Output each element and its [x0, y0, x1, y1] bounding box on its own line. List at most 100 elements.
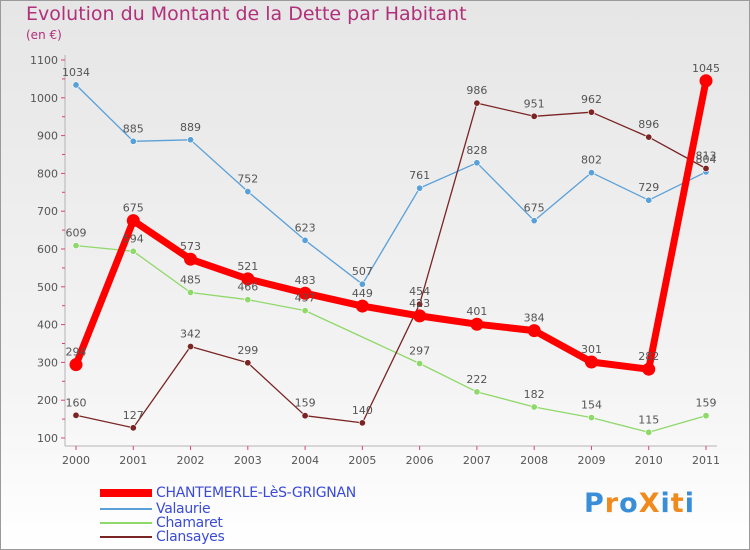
data-label-chamaret: 115: [638, 413, 659, 426]
data-point-chantemerle-l-s-grignan: [413, 309, 427, 323]
data-point-valaurie: [645, 196, 653, 204]
data-point-valaurie: [416, 184, 424, 192]
data-label-clansayes: 160: [66, 396, 87, 409]
legend-swatch-chamaret: [100, 522, 152, 524]
data-label-valaurie: 752: [237, 173, 258, 186]
data-label-chantemerle-l-s-grignan: 521: [237, 260, 258, 273]
y-tick-label: 500: [37, 281, 58, 294]
y-tick-label: 300: [37, 356, 58, 369]
data-label-clansayes: 962: [581, 93, 602, 106]
y-tick-label: 100: [37, 432, 58, 445]
y-tick-label: 900: [37, 130, 58, 143]
y-tick-label: 600: [37, 243, 58, 256]
data-label-clansayes: 299: [237, 344, 258, 357]
data-label-chantemerle-l-s-grignan: 294: [66, 346, 87, 359]
data-point-chamaret: [187, 288, 195, 296]
data-point-valaurie: [301, 236, 309, 244]
data-point-clansayes: [587, 108, 595, 116]
data-point-valaurie: [587, 169, 595, 177]
data-point-chamaret: [416, 360, 424, 368]
y-tick-label: 800: [37, 167, 58, 180]
data-label-chantemerle-l-s-grignan: 282: [638, 350, 659, 363]
data-labels: 1034 885 889 752 623 507 761 828 675 802 729 804 609…: [62, 62, 720, 427]
data-point-valaurie: [244, 188, 252, 196]
y-tick-label: 400: [37, 319, 58, 332]
y-tick-label: 1000: [30, 92, 58, 105]
legend-label-clansayes: Clansayes: [156, 529, 225, 545]
logo-letter: X: [638, 488, 661, 519]
chart-title: Evolution du Montant de la Dette par Hab…: [26, 3, 467, 25]
data-point-chamaret: [702, 412, 710, 420]
data-point-chamaret: [129, 247, 137, 255]
data-label-clansayes: 951: [524, 97, 545, 110]
data-label-chantemerle-l-s-grignan: 1045: [692, 62, 720, 75]
data-point-clansayes: [645, 133, 653, 141]
data-point-chamaret: [72, 242, 80, 250]
logo-letter: i: [660, 488, 671, 519]
legend-swatch-valaurie: [100, 508, 152, 510]
data-point-valaurie: [530, 217, 538, 225]
data-point-clansayes: [129, 424, 137, 432]
legend-item-valaurie: Valaurie: [100, 501, 211, 517]
data-label-chamaret: 182: [524, 388, 545, 401]
data-label-valaurie: 889: [180, 121, 201, 134]
data-label-chantemerle-l-s-grignan: 675: [123, 202, 144, 215]
data-label-chamaret: 154: [581, 399, 602, 412]
y-tick-label: 200: [37, 394, 58, 407]
proxiti-logo: ProXiti: [584, 488, 695, 519]
x-tick-label: 2004: [291, 454, 319, 467]
data-label-chantemerle-l-s-grignan: 483: [295, 274, 316, 287]
unit-label: (en €): [26, 28, 62, 42]
series-layer: [69, 74, 713, 436]
data-label-chantemerle-l-s-grignan: 423: [409, 297, 430, 310]
data-point-clansayes: [301, 412, 309, 420]
data-point-chantemerle-l-s-grignan: [470, 317, 484, 331]
series-line-chantemerle-l-s-grignan: [72, 77, 710, 373]
data-label-clansayes: 986: [466, 84, 487, 97]
y-tick-label: 1100: [30, 54, 58, 67]
logo-letter: r: [604, 488, 620, 519]
legend-label-valaurie: Valaurie: [156, 501, 211, 517]
data-label-valaurie: 507: [352, 265, 373, 278]
data-point-chamaret: [530, 403, 538, 411]
data-point-valaurie: [72, 81, 80, 89]
data-label-valaurie: 761: [409, 169, 430, 182]
data-label-clansayes: 127: [123, 409, 144, 422]
x-tick-label: 2005: [348, 454, 376, 467]
data-label-clansayes: 140: [352, 404, 373, 417]
data-point-clansayes: [473, 99, 481, 107]
data-point-chantemerle-l-s-grignan: [642, 362, 656, 376]
data-point-chantemerle-l-s-grignan: [298, 286, 312, 300]
data-point-chantemerle-l-s-grignan: [584, 355, 598, 369]
legend-label-chantemerle: CHANTEMERLE-LèS-GRIGNAN: [156, 485, 356, 501]
data-label-chamaret: 437: [295, 292, 316, 305]
data-point-chantemerle-l-s-grignan: [184, 252, 198, 266]
logo-letter: i: [684, 488, 695, 519]
logo-letter: t: [670, 488, 685, 519]
x-tick-label: 2006: [406, 454, 434, 467]
data-point-valaurie: [129, 137, 137, 145]
legend-label-chamaret: Chamaret: [156, 515, 223, 531]
x-tick-label: 2000: [62, 454, 90, 467]
x-tick-label: 2003: [234, 454, 262, 467]
data-label-chantemerle-l-s-grignan: 401: [466, 305, 487, 318]
data-point-chamaret: [473, 388, 481, 396]
data-label-valaurie: 828: [466, 144, 487, 157]
series-line-valaurie: [75, 84, 707, 285]
data-label-valaurie: 802: [581, 154, 602, 167]
data-label-chamaret: 297: [409, 345, 430, 358]
data-label-chantemerle-l-s-grignan: 449: [352, 287, 373, 300]
series-line-chamaret: [75, 244, 707, 433]
data-point-chantemerle-l-s-grignan: [69, 358, 83, 372]
data-label-valaurie: 1034: [62, 66, 90, 79]
data-point-clansayes: [72, 411, 80, 419]
data-point-valaurie: [358, 280, 366, 288]
data-point-clansayes: [702, 164, 710, 172]
y-tick-label: 700: [37, 205, 58, 218]
data-point-chamaret: [301, 307, 309, 315]
data-point-clansayes: [244, 359, 252, 367]
data-point-clansayes: [187, 343, 195, 351]
data-label-chamaret: 466: [237, 281, 258, 294]
data-label-chamaret: 609: [66, 227, 87, 240]
